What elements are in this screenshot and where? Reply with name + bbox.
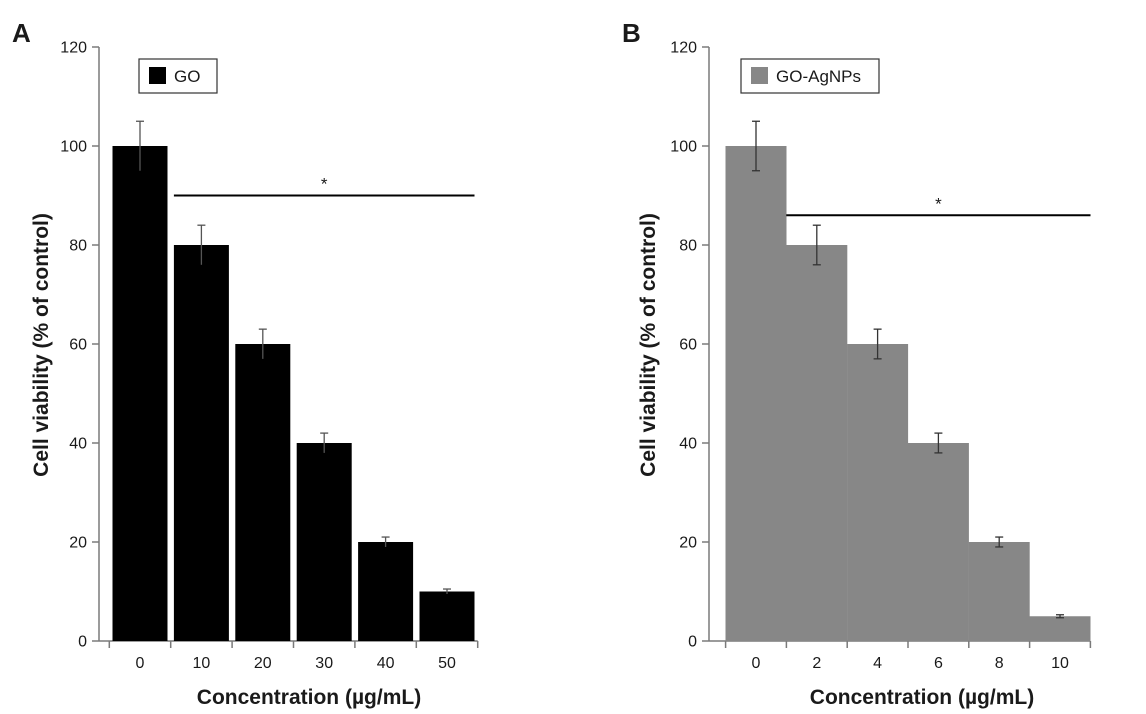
panel-b-y-tick-label: 40 [679, 436, 697, 453]
panel-b-x-tick-label: 4 [873, 655, 882, 672]
panel-b-y-tick-label: 100 [670, 139, 697, 156]
panel-b-bar [847, 344, 909, 641]
panel-a-x-tick-label: 30 [315, 655, 333, 672]
panel-b-x-tick-label: 0 [752, 655, 761, 672]
panel-a: A GO Cell viability (% of control) Conce… [12, 18, 479, 709]
panel-b-legend-label: GO-AgNPs [776, 67, 861, 86]
panel-a-significance-star: * [321, 175, 328, 194]
panel-b-bar [907, 443, 969, 641]
panel-b-bar [786, 245, 848, 641]
panel-a-bar [173, 245, 229, 641]
panel-a-y-tick-label: 100 [60, 139, 87, 156]
panel-a-bar [358, 542, 414, 641]
panel-b-significance-star: * [935, 194, 942, 213]
panel-a-bar [419, 591, 475, 641]
panel-a-x-tick-label: 50 [438, 655, 456, 672]
panel-a-bar [112, 146, 168, 641]
panel-b-letter: B [622, 18, 641, 48]
panel-a-y-tick-label: 60 [69, 337, 87, 354]
panel-a-bar [296, 443, 352, 641]
panel-b-bar [1029, 616, 1091, 641]
panel-a-bar [235, 344, 291, 641]
panel-a-y-tick-label: 120 [60, 40, 87, 57]
panel-b-y-axis-title: Cell viability (% of control) [637, 213, 660, 477]
panel-b-y-tick-label: 0 [688, 634, 697, 651]
panel-b-legend-swatch [751, 67, 768, 84]
panel-a-y-tick-label: 80 [69, 238, 87, 255]
panel-a-letter: A [12, 18, 31, 48]
panel-a-y-tick-label: 0 [78, 634, 87, 651]
panel-b-y-tick-label: 80 [679, 238, 697, 255]
panel-a-y-tick-label: 40 [69, 436, 87, 453]
panel-a-x-axis-title: Concentration (µg/mL) [197, 686, 421, 709]
panel-b: B GO-AgNPs Cell viability (% of control)… [622, 18, 1092, 709]
panel-b-x-tick-label: 6 [934, 655, 943, 672]
panel-a-legend-label: GO [174, 67, 200, 86]
panel-b-x-tick-label: 8 [995, 655, 1004, 672]
panel-a-x-tick-label: 10 [193, 655, 211, 672]
panel-b-y-tick-label: 60 [679, 337, 697, 354]
panel-a-x-tick-label: 40 [377, 655, 395, 672]
panel-b-x-axis-title: Concentration (µg/mL) [810, 686, 1034, 709]
panel-b-y-tick-label: 120 [670, 40, 697, 57]
panel-a-y-tick-label: 20 [69, 535, 87, 552]
panel-a-legend-swatch [149, 67, 166, 84]
panel-b-x-tick-label: 2 [812, 655, 821, 672]
panel-b-bar [968, 542, 1030, 641]
panel-a-x-tick-label: 20 [254, 655, 272, 672]
panel-b-y-tick-label: 20 [679, 535, 697, 552]
panel-b-bar [725, 146, 787, 641]
panel-a-x-tick-label: 0 [136, 655, 145, 672]
panel-a-y-axis-title: Cell viability (% of control) [30, 213, 53, 477]
panel-b-x-tick-label: 10 [1051, 655, 1069, 672]
